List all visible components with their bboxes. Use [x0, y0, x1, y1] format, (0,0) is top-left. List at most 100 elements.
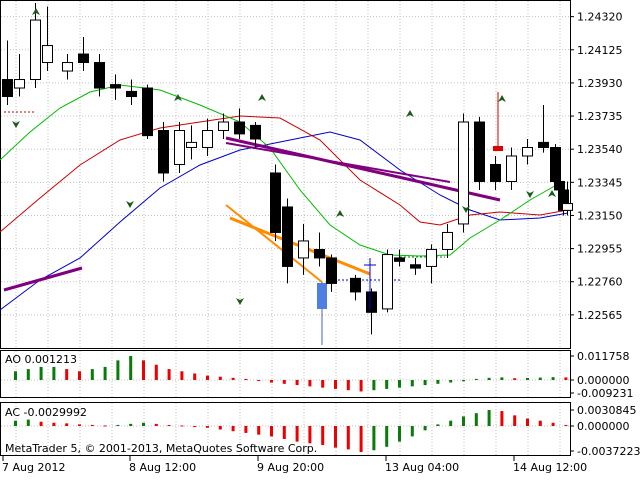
ac-bar	[295, 426, 299, 442]
ao-bar	[474, 378, 478, 380]
ac-bar	[526, 418, 529, 426]
price-label: 1.23735	[577, 110, 623, 123]
candle-bear	[126, 90, 137, 98]
ao-bar	[551, 377, 555, 380]
ac-bar	[244, 426, 248, 433]
candle-bear	[410, 264, 421, 269]
ac-bar	[385, 426, 389, 447]
candle-bear	[94, 62, 105, 89]
fractal-arrow	[258, 94, 266, 101]
price-label: 1.24125	[577, 44, 623, 57]
ao-bar	[423, 380, 427, 386]
candle-bull	[442, 231, 453, 250]
ac-bar	[206, 426, 209, 428]
trend-line	[225, 136, 501, 202]
candle-bear	[394, 257, 405, 262]
ao-bar	[359, 380, 363, 392]
ac-bar	[462, 416, 465, 426]
ao-bar	[180, 371, 184, 380]
time-label: 14 Aug 12:00	[513, 461, 587, 474]
candle-bull	[30, 19, 41, 81]
ac-bar	[142, 422, 145, 426]
ac-bar	[321, 426, 325, 446]
ao-bar	[410, 380, 414, 387]
candle-bear	[78, 53, 89, 64]
ao-bar	[500, 377, 504, 380]
ac-bar	[180, 425, 184, 427]
ac-bar	[359, 426, 363, 452]
candle-bear	[326, 257, 337, 284]
fractal-arrow	[526, 191, 534, 198]
ac-bar	[65, 423, 69, 426]
trend-line	[3, 266, 83, 292]
ao-bar	[308, 380, 312, 387]
ac-bar	[116, 424, 120, 426]
ac-bar	[90, 424, 94, 426]
price-label: 1.23930	[577, 77, 623, 90]
ac-bar	[474, 413, 478, 426]
fractal-arrow	[126, 201, 134, 208]
ac-bar	[103, 425, 107, 427]
price-label: 1.23150	[577, 209, 623, 222]
time-label: 9 Aug 20:00	[257, 461, 324, 474]
time-label: 7 Aug 2012	[2, 461, 65, 474]
price-label: 1.22760	[577, 276, 623, 289]
candle-bull	[298, 240, 309, 259]
ma-fast-line	[0, 84, 561, 257]
ao-bar	[206, 375, 209, 380]
current-candle	[493, 146, 503, 151]
fractal-arrow	[12, 121, 20, 128]
copyright-text: MetaTrader 5, © 2001-2013, MetaQuotes So…	[5, 442, 318, 455]
ac-bar	[270, 426, 273, 437]
ac-bar	[193, 426, 197, 427]
ma-slow-line	[0, 131, 569, 311]
candle-bear	[142, 87, 153, 137]
candle-bull	[202, 130, 213, 148]
ao-bar	[282, 380, 286, 384]
price-label: 1.23345	[577, 176, 623, 189]
ac-bar	[538, 420, 542, 426]
ao-bar	[39, 366, 43, 380]
candle-bear	[282, 206, 293, 267]
candle-bear	[314, 248, 325, 259]
ao-bar	[103, 366, 107, 380]
ac-bar	[52, 422, 56, 426]
ac-bar	[410, 426, 414, 437]
ao-bar	[14, 371, 17, 380]
candle-bull	[458, 121, 469, 225]
ao-bar	[436, 380, 440, 384]
ma-mid-line	[0, 115, 569, 233]
fractal-arrow	[498, 95, 506, 102]
ao-bar	[90, 369, 94, 380]
ao-bar	[142, 360, 145, 380]
ao-bar	[218, 376, 222, 380]
ao-bar	[538, 377, 542, 380]
ac-bar	[231, 426, 235, 432]
candle-bear	[270, 172, 281, 233]
ac-scale-label: -0.0037223	[577, 445, 640, 458]
ac-bar	[334, 426, 337, 448]
ao-bar	[564, 377, 568, 380]
candle-bear	[490, 163, 501, 182]
candle-bull	[14, 79, 25, 89]
selected-candle	[317, 283, 327, 309]
ao-bar	[257, 380, 261, 381]
candle-bear	[158, 130, 169, 174]
candle-bull	[62, 62, 73, 72]
fractal-arrow	[548, 190, 556, 197]
ac-bar	[513, 415, 517, 426]
fractal-arrow	[336, 210, 344, 217]
ao-pane-frame	[0, 350, 571, 398]
time-label: 8 Aug 12:00	[129, 461, 196, 474]
candle-bull	[522, 146, 533, 157]
ac-bar	[39, 421, 43, 426]
candle-bull	[426, 248, 437, 267]
ao-bar	[295, 380, 299, 386]
candle-bull	[42, 45, 53, 64]
fractal-arrow	[406, 110, 414, 117]
ao-bar	[385, 380, 389, 389]
price-label: 1.23540	[577, 143, 623, 156]
ac-bar	[551, 422, 555, 426]
ao-bar	[78, 371, 81, 380]
